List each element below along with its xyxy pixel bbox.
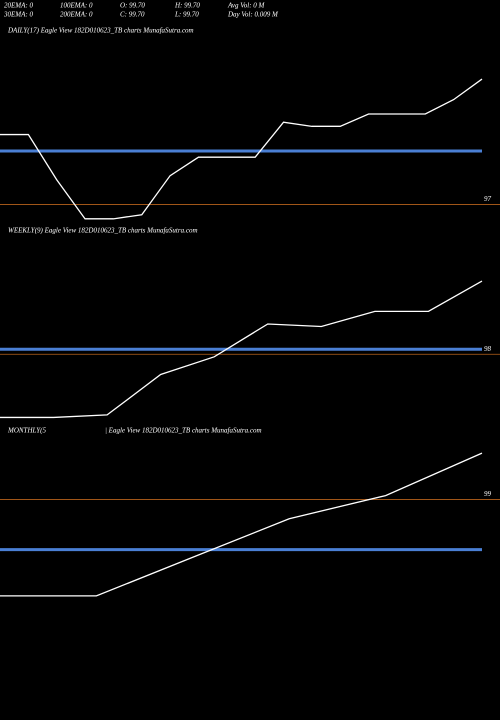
header-stat: 30EMA: 0	[3, 11, 33, 19]
panel-title: DAILY(17) Eagle View 182D010623_TB chart…	[7, 27, 194, 35]
header-stat: 20EMA: 0	[4, 2, 33, 10]
panel-title: MONTHLY(5	[7, 427, 46, 435]
price-line	[0, 280, 483, 419]
header-stat: O: 99.70	[120, 2, 145, 10]
y-tick-label: 97	[484, 195, 492, 203]
y-tick-label: 99	[484, 490, 492, 498]
header-stat: L: 99.70	[174, 11, 199, 19]
price-line	[0, 452, 483, 597]
panel-subtitle: | Eagle View 182D010623_TB charts Munafa…	[105, 427, 262, 435]
y-tick-label: 98	[484, 345, 492, 353]
header-stat: Avg Vol: 0 M	[227, 2, 266, 10]
header-stat: 100EMA: 0	[60, 2, 93, 10]
price-line	[0, 78, 483, 220]
header-stat: Day Vol: 0.009 M	[227, 11, 279, 19]
header-stat: C: 99.70	[120, 11, 145, 19]
header-stat: H: 99.70	[174, 2, 200, 10]
panel-title: WEEKLY(9) Eagle View 182D010623_TB chart…	[8, 227, 198, 235]
header-stat: 200EMA: 0	[60, 11, 93, 19]
